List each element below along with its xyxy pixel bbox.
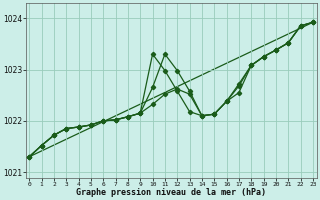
X-axis label: Graphe pression niveau de la mer (hPa): Graphe pression niveau de la mer (hPa) <box>76 188 266 197</box>
